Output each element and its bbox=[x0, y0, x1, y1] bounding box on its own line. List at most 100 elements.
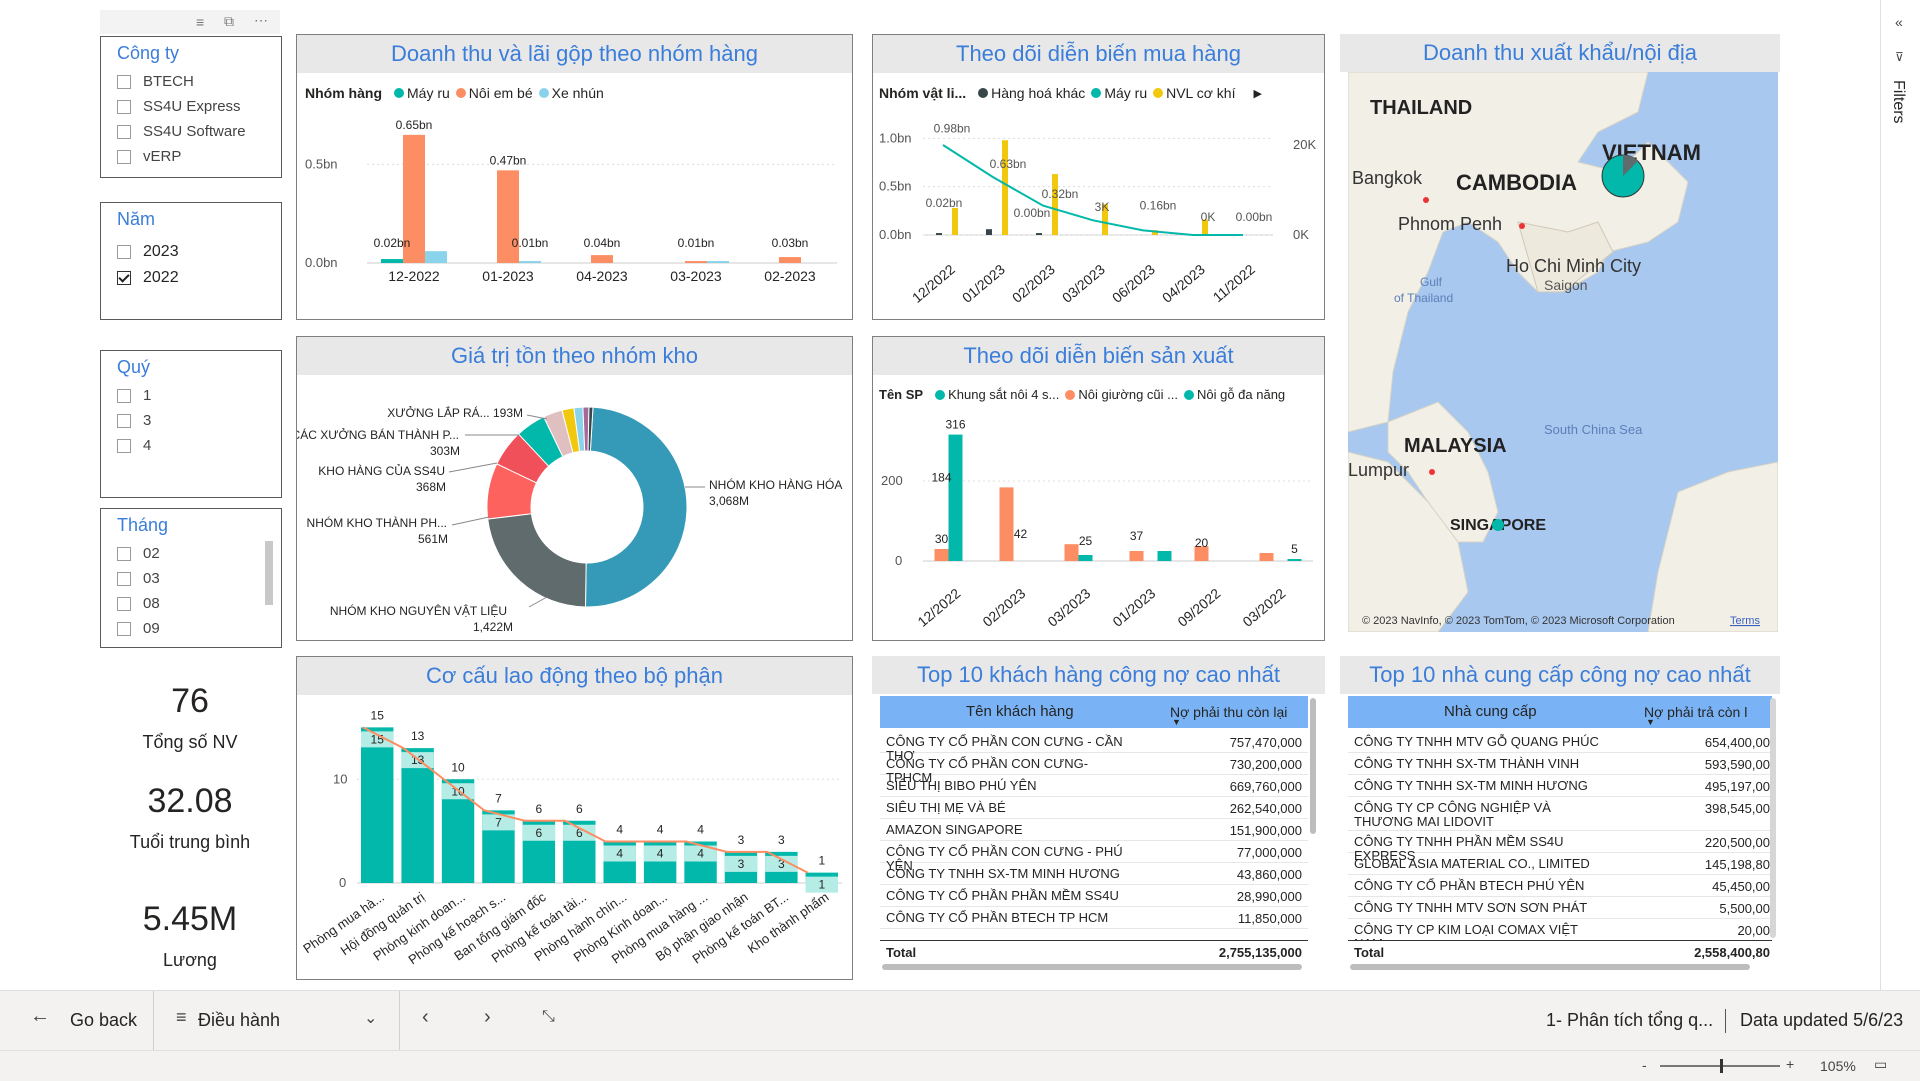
slice-label: NHÓM KHO NGUYÊN VẬT LIỆU bbox=[330, 603, 507, 618]
slicer-company-item[interactable]: BTECH bbox=[117, 73, 194, 90]
focus-mode-icon[interactable]: ⧉ bbox=[224, 13, 234, 29]
zoom-out-icon[interactable]: - bbox=[1642, 1057, 1647, 1073]
slicer-company-item[interactable]: SS4U Express bbox=[117, 98, 241, 115]
checkbox[interactable] bbox=[117, 621, 131, 636]
slicer-year-item[interactable]: 2022 bbox=[117, 269, 179, 287]
go-back-button[interactable]: Go back bbox=[70, 1010, 138, 1030]
table-row[interactable]: CÔNG TY CỔ PHẦN BTECH PHÚ YÊN 45,450,00 bbox=[1348, 878, 1772, 897]
table-row[interactable]: SIÊU THỊ BIBO PHÚ YÊN 669,760,000 bbox=[880, 778, 1308, 797]
customers-horizontal-scrollbar[interactable] bbox=[882, 964, 1302, 970]
table-row[interactable]: CÔNG TY CP KIM LOẠI COMAX VIỆT NAM20,00 bbox=[1348, 922, 1772, 944]
checkbox[interactable] bbox=[117, 124, 131, 139]
slicer-quarter-item[interactable]: 4 bbox=[117, 437, 151, 454]
current-page-name[interactable]: 1- Phân tích tổng q... bbox=[1546, 1010, 1714, 1030]
back-arrow-icon[interactable]: ← bbox=[30, 1005, 50, 1027]
slicer-year-item[interactable]: 2023 bbox=[117, 243, 179, 261]
legend-next-icon[interactable]: ▶ bbox=[1253, 87, 1262, 100]
slicer-quarter-item[interactable]: 3 bbox=[117, 412, 151, 429]
table-row[interactable]: CÔNG TY TNHH SX-TM THÀNH VINH 593,590,00 bbox=[1348, 756, 1772, 775]
checkbox-checked[interactable] bbox=[117, 271, 131, 285]
chevron-down-icon[interactable]: ⌄ bbox=[364, 1010, 378, 1027]
fit-window-icon[interactable]: ▭ bbox=[1874, 1056, 1888, 1072]
checkbox[interactable] bbox=[117, 388, 131, 403]
more-options-icon[interactable]: ⋯ bbox=[254, 12, 268, 28]
table-row[interactable]: SIÊU THỊ MẸ VÀ BÉ 262,540,000 bbox=[880, 800, 1308, 819]
table-row[interactable]: GLOBAL ASIA MATERIAL CO., LIMITED 145,198… bbox=[1348, 856, 1772, 875]
slicer-company-item[interactable]: SS4U Software bbox=[117, 123, 246, 140]
map-terms-link[interactable]: Terms bbox=[1730, 615, 1760, 627]
previous-page-icon[interactable]: ‹ bbox=[422, 1006, 429, 1028]
customers-table-panel[interactable]: Top 10 khách hàng công nợ cao nhất Tên k… bbox=[872, 656, 1325, 974]
data-label: 0.00bn bbox=[1236, 210, 1273, 224]
page-selector[interactable]: Điều hành bbox=[198, 1010, 281, 1030]
table-row[interactable]: CÔNG TY CỔ PHẦN CON CƯNG - CẦN THƠ 757,47… bbox=[880, 734, 1308, 763]
table-row[interactable]: CÔNG TY TNHH SX-TM MINH HƯƠNG 495,197,00 bbox=[1348, 778, 1772, 797]
table-row[interactable]: AMAZON SINGAPORE 151,900,000 bbox=[880, 822, 1308, 841]
column-header-payable[interactable]: Nợ phải trả còn l bbox=[1644, 704, 1748, 720]
labor-chart-panel[interactable]: Cơ cấu lao động theo bộ phận 10 0 15 15 Phòn… bbox=[296, 656, 853, 980]
purchase-chart-panel[interactable]: Theo dõi diễn biến mua hàng Nhóm vật li.… bbox=[872, 34, 1325, 320]
table-row[interactable]: CÔNG TY CP CÔNG NGHIỆP VÀ THƯƠNG MAI LID… bbox=[1348, 800, 1772, 831]
table-row[interactable]: CÔNG TY TNHH PHẦN MỀM SS4U EXPRESS 220,50… bbox=[1348, 834, 1772, 863]
table-row[interactable]: CÔNG TY TNHH MTV GỖ QUANG PHÚC 654,400,00 bbox=[1348, 734, 1772, 753]
table-row[interactable]: CÔNG TY CỔ PHẦN PHẦN MỀM SS4U 28,990,000 bbox=[880, 888, 1308, 907]
next-page-icon[interactable]: › bbox=[484, 1006, 491, 1028]
data-label: 3 bbox=[738, 833, 745, 847]
checkbox[interactable] bbox=[117, 546, 131, 561]
suppliers-vertical-scrollbar[interactable] bbox=[1770, 698, 1776, 938]
column-header-receivable[interactable]: Nợ phải thu còn lại bbox=[1170, 704, 1288, 720]
map[interactable]: THAILAND Bangkok CAMBODIA VIETNAM Phnom … bbox=[1348, 72, 1778, 632]
map-panel[interactable]: Doanh thu xuất khẩu/nội địa THAILAND Ban… bbox=[1340, 34, 1780, 632]
bar bbox=[361, 727, 394, 883]
map-pie-singapore[interactable] bbox=[1492, 519, 1504, 531]
production-chart-panel[interactable]: Theo dõi diễn biến sản xuất Tên SP Khung… bbox=[872, 336, 1325, 641]
slicer-quarter-item[interactable]: 1 bbox=[117, 387, 151, 404]
checkbox[interactable] bbox=[117, 245, 131, 259]
data-label: 316 bbox=[945, 418, 965, 432]
production-chart-title: Theo dõi diễn biến sản xuất bbox=[873, 337, 1324, 375]
slicer-month-item[interactable]: 09 bbox=[117, 620, 160, 637]
zoom-level[interactable]: 105% bbox=[1820, 1058, 1856, 1074]
inventory-chart-panel[interactable]: Giá trị tồn theo nhóm kho NHÓM KHO HÀNG … bbox=[296, 336, 853, 641]
sort-desc-icon[interactable]: ▼ bbox=[1646, 717, 1655, 727]
table-row[interactable]: CÔNG TY CỔ PHẦN BTECH TP HCM 11,850,000 bbox=[880, 910, 1308, 929]
filter-icon[interactable]: ≡ bbox=[196, 14, 205, 30]
zoom-slider-thumb[interactable] bbox=[1720, 1059, 1723, 1073]
customers-table-header: Tên khách hàng Nợ phải thu còn lại ▼ bbox=[880, 696, 1308, 728]
table-row[interactable]: CÔNG TY TNHH MTV SƠN SƠN PHÁT 5,500,00 bbox=[1348, 900, 1772, 919]
fit-to-page-icon[interactable]: ⤡ bbox=[542, 1008, 555, 1025]
table-row[interactable]: CÔNG TY CỔ PHẦN CON CƯNG - PHÚ YÊN 77,000… bbox=[880, 844, 1308, 873]
map-pie-vietnam[interactable] bbox=[1601, 154, 1645, 198]
suppliers-table-panel[interactable]: Top 10 nhà cung cấp công nợ cao nhất Nhà… bbox=[1340, 656, 1780, 974]
slicer-month-item[interactable]: 03 bbox=[117, 570, 160, 587]
sort-desc-icon[interactable]: ▼ bbox=[1172, 717, 1181, 727]
slicer-month-item[interactable]: 02 bbox=[117, 545, 160, 562]
slicer-month-item[interactable]: 08 bbox=[117, 595, 160, 612]
revenue-chart-panel[interactable]: Doanh thu và lãi gộp theo nhóm hàng Nhóm… bbox=[296, 34, 853, 320]
checkbox[interactable] bbox=[117, 99, 131, 114]
checkbox[interactable] bbox=[117, 74, 131, 89]
y-tick-label: 0 bbox=[895, 553, 902, 568]
row-value: 495,197,00 bbox=[1704, 779, 1770, 794]
column-header-customer[interactable]: Tên khách hàng bbox=[966, 703, 1074, 720]
checkbox[interactable] bbox=[117, 413, 131, 428]
customers-vertical-scrollbar[interactable] bbox=[1310, 698, 1316, 834]
checkbox[interactable] bbox=[117, 438, 131, 453]
column-header-supplier[interactable]: Nhà cung cấp bbox=[1444, 703, 1537, 720]
slicer-company-item[interactable]: vERP bbox=[117, 148, 181, 165]
checkbox[interactable] bbox=[117, 149, 131, 164]
slicer-scrollbar[interactable] bbox=[265, 541, 273, 605]
map-land-cambodia-vietnam-south bbox=[1517, 221, 1614, 293]
table-row[interactable]: CÔNG TY TNHH SX-TM MINH HƯƠNG 43,860,000 bbox=[880, 866, 1308, 885]
checkbox[interactable] bbox=[117, 571, 131, 586]
suppliers-horizontal-scrollbar[interactable] bbox=[1350, 964, 1750, 970]
table-row[interactable]: CÔNG TY CỔ PHẦN CON CƯNG- TPHCM 730,200,0… bbox=[880, 756, 1308, 785]
collapse-filters-icon[interactable]: « bbox=[1895, 14, 1903, 30]
filters-label[interactable]: Filters bbox=[1890, 80, 1907, 124]
checkbox[interactable] bbox=[117, 596, 131, 611]
zoom-in-icon[interactable]: + bbox=[1786, 1056, 1795, 1072]
legend-item: Nôi giường cũi ... bbox=[1078, 387, 1178, 402]
data-label: 4 bbox=[697, 847, 704, 861]
zoom-slider[interactable] bbox=[1660, 1059, 1780, 1073]
filters-pane[interactable]: « ⊽ Filters bbox=[1880, 0, 1920, 990]
